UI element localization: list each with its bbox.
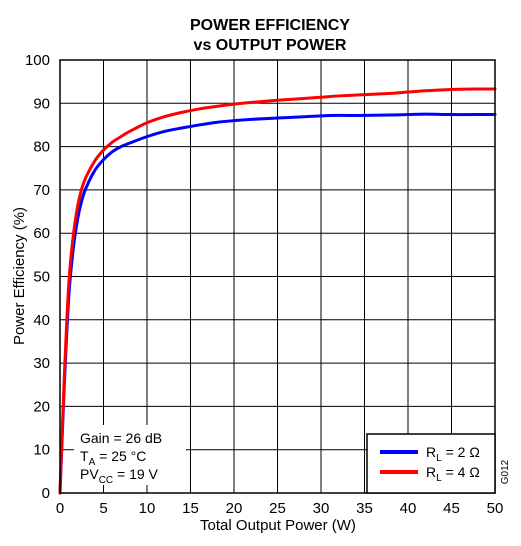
annotation-supply-rest: = 19 V [113, 466, 158, 482]
annotation-supply-voltage: PVCC = 19 V [80, 466, 159, 486]
y-tick-labels: 0 10 20 30 40 50 60 70 80 90 100 [25, 52, 50, 502]
x-tick-labels: 0 5 10 15 20 25 30 35 40 45 50 [56, 500, 504, 517]
x-tick-label-5: 25 [269, 500, 286, 517]
legend-rl4-rest: = 4 Ω [442, 464, 480, 480]
annotation-temperature: TA = 25 °C [80, 448, 146, 468]
y-tick-label-10: 100 [25, 52, 50, 69]
annotation-background [74, 425, 186, 485]
y-tick-label-3: 30 [33, 355, 50, 372]
plot-frame [59, 59, 496, 494]
annotation-temperature-sub: A [89, 457, 96, 468]
y-tick-label-8: 80 [33, 139, 50, 156]
legend-rl4-main: R [426, 464, 436, 480]
legend-box [366, 433, 496, 494]
y-axis-label: Power Efficiency (%) [11, 207, 28, 345]
annotation-temperature-main: T [80, 448, 89, 464]
x-tick-label-3: 15 [182, 500, 199, 517]
legend-rl2-rest: = 2 Ω [442, 444, 480, 460]
x-tick-label-1: 5 [99, 500, 107, 517]
figure-id: G012 [500, 459, 511, 484]
x-tick-label-8: 40 [400, 500, 417, 517]
y-tick-label-4: 40 [33, 312, 50, 329]
series-lines [58, 87, 497, 495]
y-tick-label-2: 20 [33, 398, 50, 415]
chart-title: POWER EFFICIENCY [190, 17, 350, 34]
y-tick-label-9: 90 [33, 95, 50, 112]
annotation-gain: Gain = 26 dB [80, 430, 162, 446]
annotation-supply-main: PV [80, 466, 99, 482]
x-tick-label-0: 0 [56, 500, 64, 517]
y-tick-label-7: 70 [33, 182, 50, 199]
legend-label-rl2: RL = 2 Ω [426, 444, 480, 464]
series-line-1 [58, 87, 497, 495]
legend: RL = 2 Ω RL = 4 Ω [366, 433, 496, 494]
legend-rl4-sub: L [436, 473, 442, 484]
x-axis-label: Total Output Power (W) [200, 517, 356, 534]
y-tick-label-6: 60 [33, 225, 50, 242]
y-tick-label-1: 10 [33, 442, 50, 459]
annotation-temperature-rest: = 25 °C [95, 448, 146, 464]
legend-rl2-main: R [426, 444, 436, 460]
legend-label-rl4: RL = 4 Ω [426, 464, 480, 484]
y-tick-label-0: 0 [42, 485, 50, 502]
x-tick-label-9: 45 [443, 500, 460, 517]
x-tick-label-10: 50 [487, 500, 504, 517]
x-tick-label-4: 20 [226, 500, 243, 517]
x-tick-label-7: 35 [356, 500, 373, 517]
x-tick-label-2: 10 [139, 500, 156, 517]
annotation-supply-sub: CC [99, 475, 113, 486]
x-tick-label-6: 30 [313, 500, 330, 517]
chart-subtitle: vs OUTPUT POWER [194, 37, 347, 54]
conditions-annotation: Gain = 26 dB TA = 25 °C PVCC = 19 V [74, 425, 186, 486]
y-tick-label-5: 50 [33, 269, 50, 286]
legend-rl2-sub: L [436, 453, 442, 464]
series-line-0 [58, 112, 497, 495]
